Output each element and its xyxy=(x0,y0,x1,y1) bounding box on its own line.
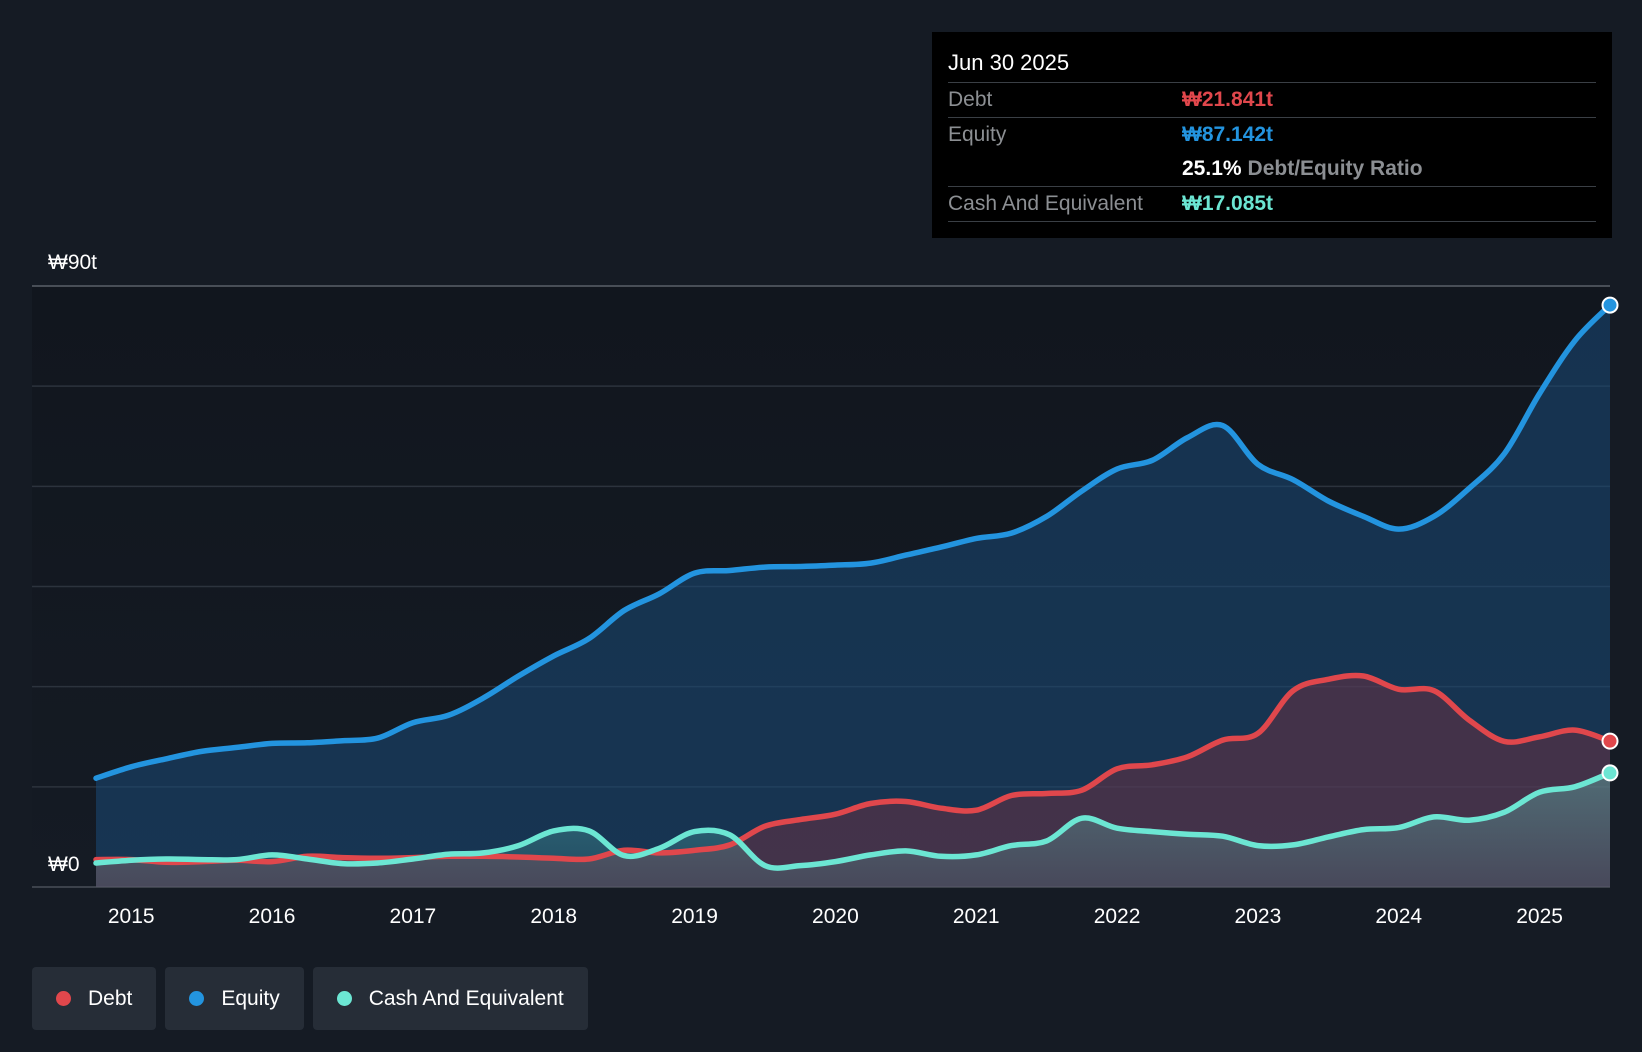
tooltip-date: Jun 30 2025 xyxy=(948,50,1070,75)
x-tick-label: 2022 xyxy=(1094,905,1141,928)
debt-line xyxy=(93,672,1613,866)
tooltip-equity-label: Equity xyxy=(948,123,1007,146)
equity-line xyxy=(93,302,1613,781)
x-tick-label: 2024 xyxy=(1375,905,1422,928)
tooltip-equity-row: Equity ₩87.142t xyxy=(948,117,1596,152)
end-markers xyxy=(1601,296,1619,782)
tooltip-debt-row: Debt ₩21.841t xyxy=(948,82,1596,117)
tooltip: Jun 30 2025 Debt ₩21.841t Equity ₩87.142… xyxy=(932,32,1612,238)
tooltip-ratio-value: 25.1% xyxy=(1182,157,1242,180)
tooltip-debt-label: Debt xyxy=(948,88,993,111)
legend-item-equity[interactable]: Equity xyxy=(165,967,304,1030)
legend-label-debt: Debt xyxy=(88,986,133,1010)
x-tick-label: 2016 xyxy=(249,905,296,928)
series-lines xyxy=(93,302,1613,871)
x-tick-label: 2015 xyxy=(108,905,155,928)
x-tick-label: 2017 xyxy=(390,905,437,928)
y-tick-label-min: ₩0 xyxy=(48,853,80,876)
x-tick-label: 2023 xyxy=(1235,905,1282,928)
tooltip-cash-row: Cash And Equivalent ₩17.085t xyxy=(948,186,1596,222)
debt-dot-icon xyxy=(56,991,71,1006)
tooltip-cash-value: ₩17.085t xyxy=(1182,192,1274,215)
legend: Debt Equity Cash And Equivalent xyxy=(32,967,588,1030)
x-tick-label: 2019 xyxy=(671,905,718,928)
equity-end-marker[interactable] xyxy=(1601,296,1619,314)
cash-dot-icon xyxy=(336,991,352,1006)
legend-label-equity: Equity xyxy=(221,986,280,1010)
y-tick-label-max: ₩90t xyxy=(48,251,97,274)
tooltip-ratio-label: Debt/Equity Ratio xyxy=(1247,157,1423,180)
tooltip-equity-value: ₩87.142t xyxy=(1182,123,1274,146)
x-tick-label: 2021 xyxy=(953,905,1000,928)
equity-dot-icon xyxy=(189,991,205,1006)
legend-item-cash[interactable]: Cash And Equivalent xyxy=(312,967,588,1030)
x-tick-label: 2025 xyxy=(1516,905,1563,928)
tooltip-debt-value: ₩21.841t xyxy=(1182,88,1274,111)
tooltip-cash-label: Cash And Equivalent xyxy=(948,192,1143,215)
axes: 2015 2016 2017 2018 2019 2020 2021 2022 2023 2024… xyxy=(48,251,1563,928)
tooltip-ratio-row: 25.1% Debt/Equity Ratio xyxy=(948,152,1596,186)
cash-end-marker[interactable] xyxy=(1601,764,1619,782)
legend-item-debt[interactable]: Debt xyxy=(32,967,157,1030)
legend-label-cash: Cash And Equivalent xyxy=(368,986,564,1010)
x-tick-label: 2020 xyxy=(812,905,859,928)
cash-line xyxy=(93,770,1613,871)
debt-end-marker[interactable] xyxy=(1601,732,1619,750)
debt-area xyxy=(96,675,1610,887)
equity-area xyxy=(96,305,1610,888)
x-tick-label: 2018 xyxy=(530,905,577,928)
